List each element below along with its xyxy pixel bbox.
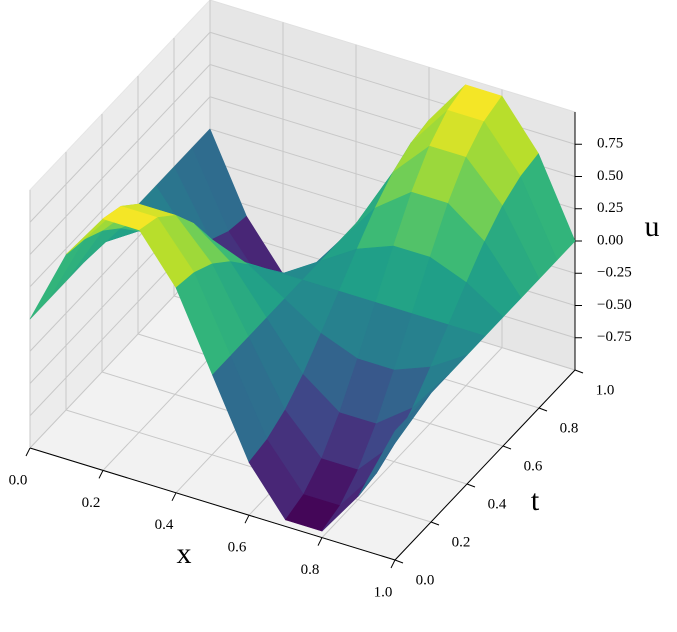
tick-mark bbox=[244, 514, 250, 524]
tick-mark bbox=[502, 445, 512, 450]
z-tick-label: −0.25 bbox=[597, 265, 632, 281]
z-tick-label: 0.00 bbox=[597, 232, 623, 248]
tick-mark bbox=[98, 470, 104, 479]
tick-mark bbox=[538, 407, 548, 412]
x-axis-label: x bbox=[177, 537, 192, 570]
z-tick-label: 0.50 bbox=[597, 168, 623, 184]
z-tick-label: −0.50 bbox=[597, 297, 632, 313]
tick-mark bbox=[390, 559, 396, 569]
z-tick-label: 0.25 bbox=[597, 200, 623, 216]
x-tick-label: 1.0 bbox=[374, 584, 393, 600]
y-tick-label: 0.4 bbox=[488, 496, 507, 512]
tick-mark bbox=[317, 537, 323, 546]
surface-facet bbox=[358, 411, 414, 497]
tick-mark bbox=[466, 483, 476, 488]
grid-line bbox=[29, 64, 211, 255]
y-tick-label: 0.0 bbox=[416, 572, 435, 588]
grid-line bbox=[29, 31, 211, 223]
x-tick-label: 0.6 bbox=[228, 540, 247, 556]
grid-line bbox=[29, 96, 211, 288]
x-tick-label: 0.0 bbox=[9, 472, 28, 488]
x-tick-label: 0.8 bbox=[301, 562, 320, 578]
x-tick-label: 0.4 bbox=[155, 517, 174, 533]
y-axis-line bbox=[394, 369, 576, 561]
tick-mark bbox=[25, 447, 31, 457]
y-tick-label: 0.8 bbox=[560, 420, 579, 436]
t-axis-label: t bbox=[531, 484, 540, 517]
z-tick-label: −0.75 bbox=[597, 329, 632, 345]
grid-line bbox=[321, 347, 503, 538]
u-axis-label: u bbox=[645, 210, 660, 243]
y-tick-label: 0.6 bbox=[524, 458, 543, 474]
x-axis-line bbox=[29, 447, 396, 561]
grid-line bbox=[65, 409, 432, 523]
x-tick-label: 0.2 bbox=[82, 495, 101, 511]
tick-mark bbox=[171, 492, 177, 502]
tick-mark bbox=[574, 369, 584, 374]
tick-mark bbox=[430, 521, 440, 526]
y-tick-label: 0.2 bbox=[452, 534, 471, 550]
y-tick-label: 1.0 bbox=[596, 382, 615, 398]
z-tick-label: 0.75 bbox=[597, 136, 623, 152]
tick-mark bbox=[394, 559, 404, 564]
